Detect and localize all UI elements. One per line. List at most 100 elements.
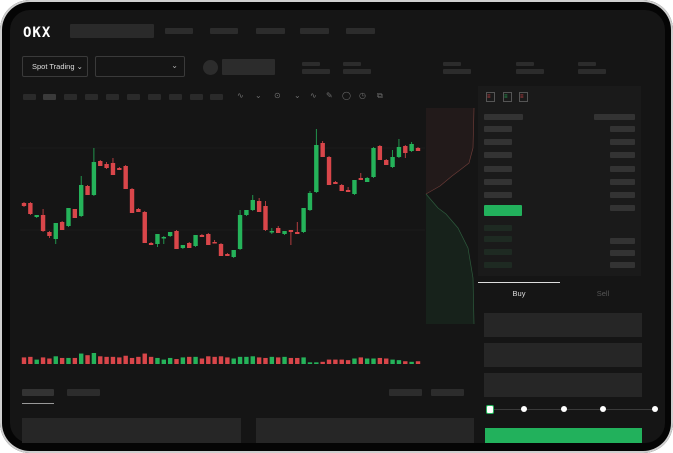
- candle-body: [288, 230, 294, 232]
- filter-button[interactable]: [389, 389, 422, 396]
- bid-price: [484, 236, 512, 242]
- volume-bar: [352, 358, 357, 364]
- chevron-down-icon: ⌄: [76, 62, 83, 71]
- candle-body: [129, 189, 135, 213]
- orderbook-bids-icon[interactable]: ≡: [503, 92, 512, 102]
- chevron-down-icon[interactable]: ⌄: [294, 91, 301, 100]
- timeframe-button[interactable]: [210, 94, 223, 100]
- candle-body: [98, 161, 103, 166]
- depth-chart: [425, 108, 475, 324]
- volume-bar: [403, 361, 408, 364]
- volume-bar: [345, 360, 351, 364]
- slider-step-75[interactable]: [600, 406, 606, 412]
- timeframe-button[interactable]: [169, 94, 182, 100]
- candle-body: [117, 168, 122, 170]
- volume-bar: [78, 353, 84, 364]
- chart-type-icon[interactable]: ⌄: [255, 91, 262, 100]
- settings-icon[interactable]: ⊙: [274, 91, 281, 100]
- nav-item[interactable]: [346, 28, 375, 34]
- slider-step-25[interactable]: [521, 406, 527, 412]
- circle-icon[interactable]: ◯: [342, 91, 351, 100]
- tab-sell[interactable]: Sell: [596, 289, 610, 298]
- filter-button[interactable]: [431, 389, 464, 396]
- candle-body: [53, 223, 58, 239]
- slider-step-50[interactable]: [561, 406, 567, 412]
- volume-bar: [218, 356, 224, 364]
- volume-bar: [136, 356, 141, 364]
- volume-bar: [269, 356, 275, 364]
- volume-bar: [91, 353, 97, 364]
- amount-slider-track[interactable]: [489, 409, 656, 410]
- volume-bar: [28, 356, 33, 364]
- candle-body: [167, 232, 173, 236]
- price-input[interactable]: [484, 313, 642, 337]
- nav-item[interactable]: [256, 28, 285, 34]
- ask-amount: [610, 205, 635, 211]
- slider-step-100[interactable]: [652, 406, 658, 412]
- timeframe-button[interactable]: [85, 94, 98, 100]
- timeframe-button[interactable]: [190, 94, 203, 100]
- okx-logo[interactable]: OKX: [23, 25, 52, 41]
- line-tool-icon[interactable]: ∿: [310, 91, 317, 100]
- candle-body: [301, 208, 306, 232]
- amount-input[interactable]: [484, 343, 642, 367]
- buy-button[interactable]: [485, 428, 642, 443]
- volume-bar: [104, 356, 109, 364]
- tab-open-orders[interactable]: [22, 389, 54, 396]
- ask-amount: [610, 179, 635, 185]
- volume-bar: [377, 357, 383, 364]
- orderbook-asks-icon[interactable]: ≡: [519, 92, 528, 102]
- candle-body: [345, 190, 351, 192]
- volume-bar: [167, 357, 173, 364]
- total-input[interactable]: [484, 373, 642, 397]
- orderbook-both-icon[interactable]: ≡: [486, 92, 495, 102]
- timeframe-button[interactable]: [148, 94, 161, 100]
- bid-price: [484, 262, 512, 268]
- search-bar[interactable]: [70, 24, 154, 38]
- nav-item[interactable]: [300, 28, 329, 34]
- volume-bar: [72, 357, 78, 364]
- candlestick-chart[interactable]: [0, 105, 480, 375]
- volume-bar: [174, 359, 179, 364]
- volume-bar: [34, 359, 39, 364]
- timeframe-button[interactable]: [106, 94, 119, 100]
- volume-bar: [237, 356, 243, 364]
- tab-buy[interactable]: Buy: [512, 289, 526, 298]
- candle-body: [377, 146, 383, 160]
- tab-order-history[interactable]: [67, 389, 100, 396]
- last-price: [484, 205, 522, 216]
- candle-body: [333, 182, 338, 184]
- nav-item[interactable]: [165, 28, 193, 34]
- pen-icon[interactable]: ✎: [326, 91, 333, 100]
- candle-body: [352, 180, 357, 194]
- expand-icon[interactable]: ⧉: [377, 91, 383, 100]
- volume-bar: [295, 357, 300, 364]
- timeframe-button[interactable]: [43, 94, 56, 100]
- ask-price: [484, 179, 512, 185]
- ask-amount: [610, 152, 635, 158]
- candle-body: [180, 245, 186, 248]
- stat-value: [516, 69, 544, 74]
- candle-body: [142, 212, 147, 243]
- nav-item[interactable]: [210, 28, 238, 34]
- candle-body: [384, 160, 389, 165]
- candle-body: [161, 237, 167, 239]
- candle-body: [295, 232, 300, 234]
- ask-amount: [610, 192, 635, 198]
- ask-depth-line: [425, 108, 475, 195]
- indicator-icon[interactable]: ∿: [237, 91, 244, 100]
- timeframe-button[interactable]: [127, 94, 140, 100]
- volume-bar: [244, 356, 249, 364]
- volume-bar: [206, 356, 211, 364]
- ask-depth-area: [426, 108, 474, 194]
- candle-body: [263, 206, 268, 230]
- clock-icon[interactable]: ◷: [359, 91, 366, 100]
- timeframe-button[interactable]: [64, 94, 77, 100]
- pair-selector[interactable]: ⌄: [95, 56, 185, 77]
- candle-body: [225, 254, 230, 256]
- pair-price: [222, 59, 275, 75]
- amount-slider-handle[interactable]: [486, 405, 494, 414]
- spot-trading-button[interactable]: Spot Trading ⌄: [22, 56, 88, 77]
- volume-bar: [263, 357, 268, 364]
- timeframe-button[interactable]: [23, 94, 36, 100]
